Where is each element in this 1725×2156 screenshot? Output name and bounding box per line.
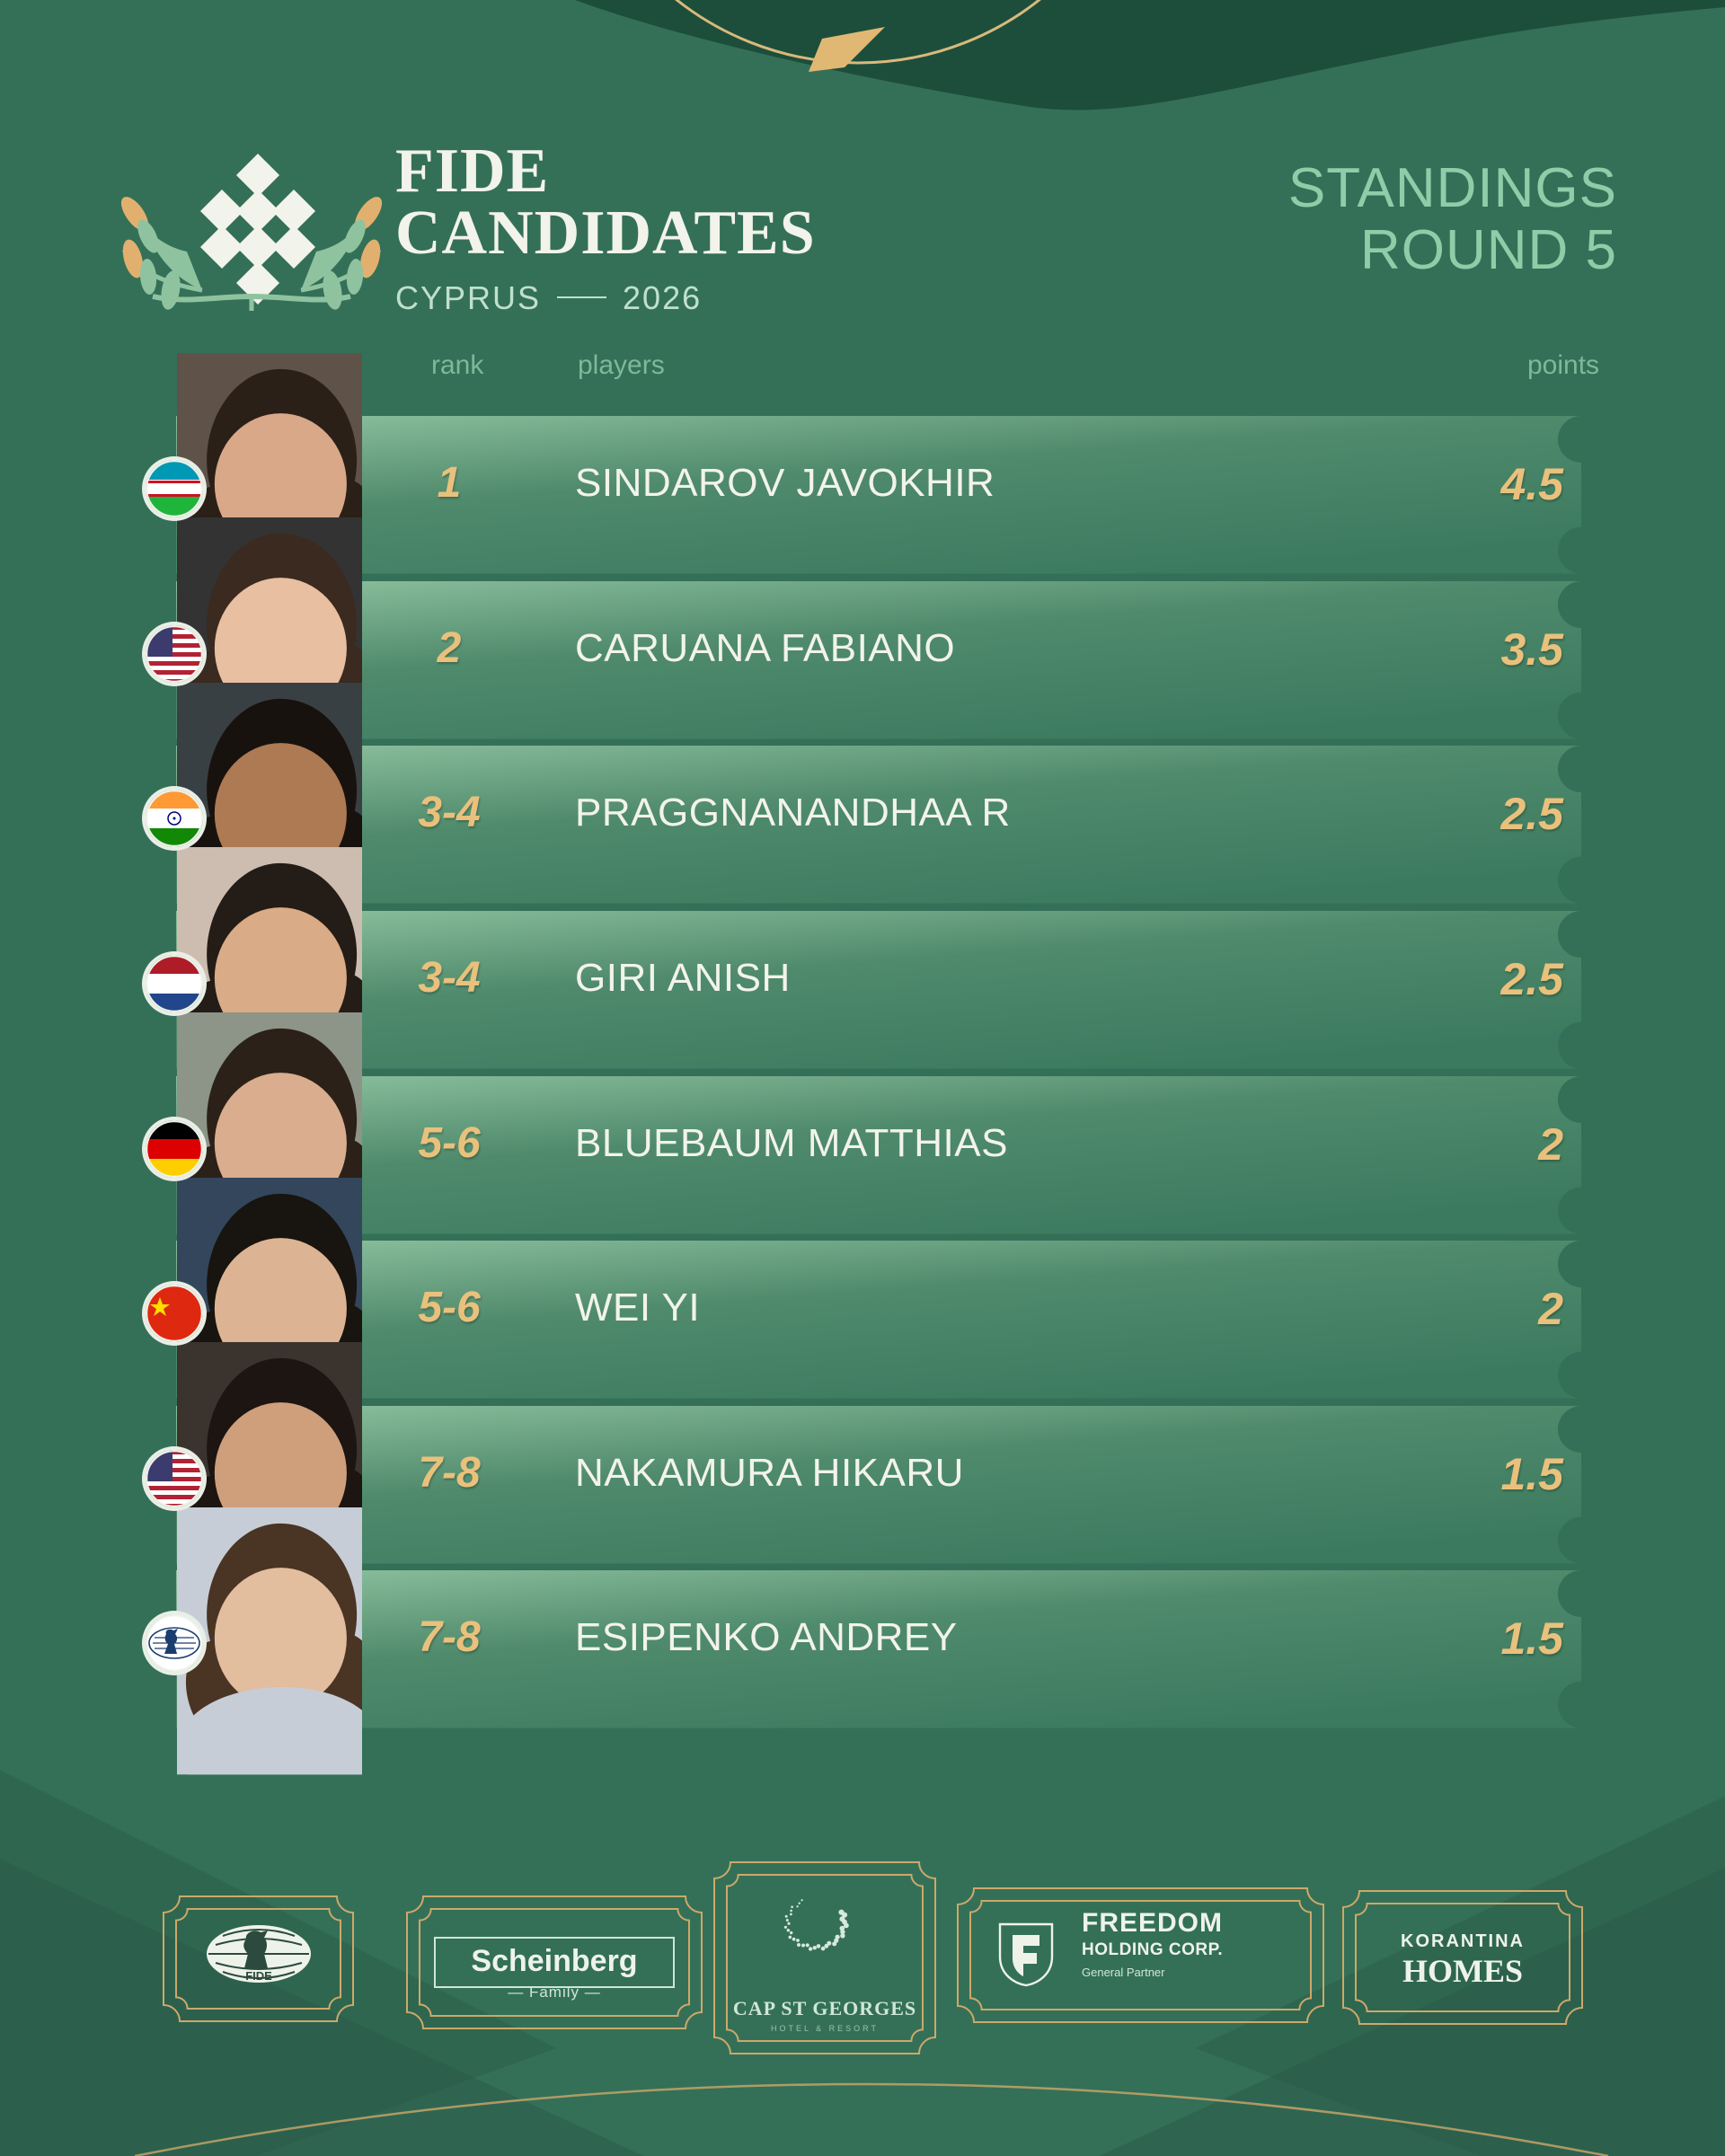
svg-text:FIDE: FIDE xyxy=(245,1969,272,1983)
